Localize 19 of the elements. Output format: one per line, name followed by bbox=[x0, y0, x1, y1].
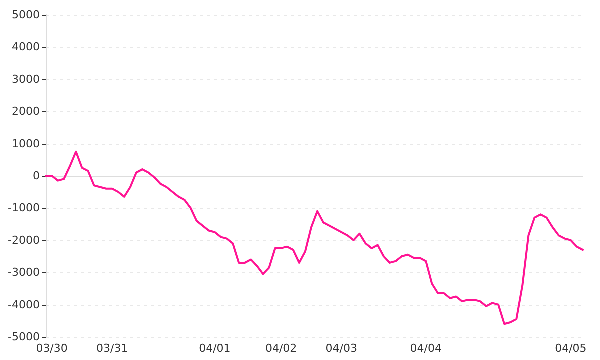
x-tick-label: 04/02 bbox=[265, 342, 298, 355]
y-tick-label: -5000 bbox=[8, 330, 40, 344]
y-tick-label: 4000 bbox=[12, 40, 40, 54]
y-tick-label: 5000 bbox=[12, 8, 40, 22]
y-tick-label: -2000 bbox=[8, 234, 40, 247]
y-tick-label: 1000 bbox=[12, 137, 40, 150]
y-tick-label: -3000 bbox=[8, 266, 40, 280]
y-tick-label: 3000 bbox=[12, 72, 40, 86]
x-tick-label: 04/03 bbox=[326, 342, 358, 355]
line-series bbox=[45, 150, 584, 326]
x-tick-label: 03/30 bbox=[36, 342, 68, 355]
x-tick-label: 04/01 bbox=[199, 342, 231, 355]
y-tick-label: 0 bbox=[33, 170, 40, 182]
y-tick-label: -1000 bbox=[8, 202, 40, 215]
x-tick-label: 04/04 bbox=[410, 342, 442, 355]
x-tick-label: 04/05 bbox=[555, 342, 587, 355]
y-tick-label: 2000 bbox=[12, 105, 40, 118]
x-tick-label: 03/31 bbox=[96, 342, 128, 355]
y-tick-label: -4000 bbox=[8, 298, 40, 312]
